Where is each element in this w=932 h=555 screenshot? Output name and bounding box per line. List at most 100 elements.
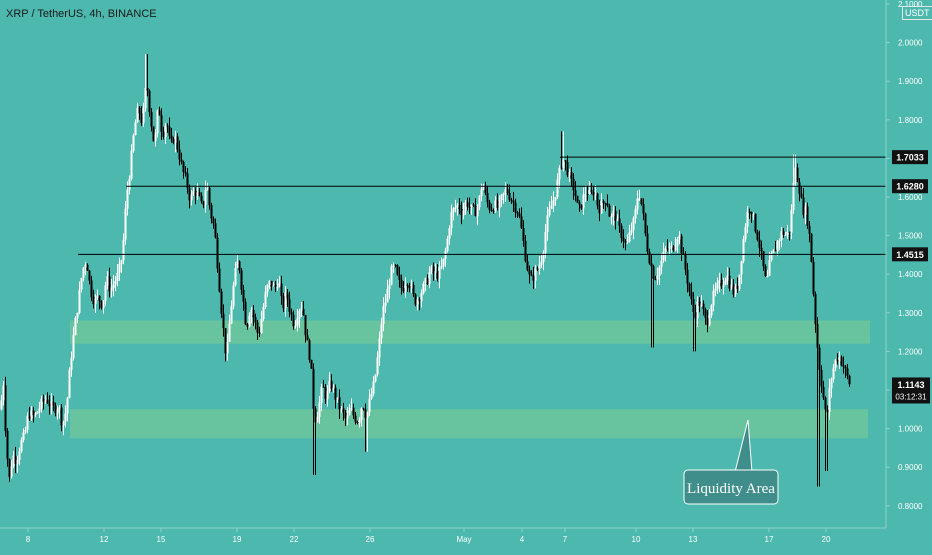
candle-body xyxy=(822,386,825,398)
candle-body xyxy=(694,312,697,319)
candle-body xyxy=(534,268,537,281)
candle-body xyxy=(814,293,817,325)
candle-body xyxy=(426,278,429,285)
x-tick-label: 26 xyxy=(366,535,375,544)
candle-body xyxy=(790,210,793,233)
candle-body xyxy=(52,401,55,406)
candle-body xyxy=(842,365,845,367)
candle-body xyxy=(840,356,843,366)
candle-body xyxy=(430,266,433,273)
candle-body xyxy=(498,200,501,208)
candle-body xyxy=(772,249,775,253)
candle-body xyxy=(18,451,21,461)
candle-body xyxy=(622,237,625,242)
candle-body xyxy=(730,284,733,289)
candle-body xyxy=(154,133,157,142)
candle-body xyxy=(274,285,277,287)
candle-body xyxy=(466,202,469,207)
candle-body xyxy=(470,204,473,207)
currency-badge[interactable]: USDT xyxy=(902,6,932,20)
candle-body xyxy=(294,325,297,327)
candle-body xyxy=(774,249,777,252)
candle-body xyxy=(404,285,407,292)
candle-body xyxy=(660,260,663,268)
candle-body xyxy=(688,283,691,292)
candle-body xyxy=(160,115,163,132)
candle-body xyxy=(614,210,617,221)
candle-body xyxy=(384,302,387,307)
candle-body xyxy=(368,398,371,413)
candle-body xyxy=(328,380,331,391)
x-tick-label: 15 xyxy=(157,535,166,544)
candle-body xyxy=(200,195,203,202)
candle-body xyxy=(572,178,575,191)
level-price-label: 1.7033 xyxy=(896,153,924,163)
candle-body xyxy=(168,126,171,136)
candle-body xyxy=(750,212,753,215)
candle-body xyxy=(758,239,761,248)
candle-body xyxy=(848,375,851,385)
candle-body xyxy=(36,411,39,414)
candle-body xyxy=(520,216,523,229)
candle-body xyxy=(170,135,173,139)
candle-body xyxy=(110,287,113,292)
candle-body xyxy=(112,284,115,288)
candle-body xyxy=(484,186,487,193)
price-axis[interactable]: 2.10002.00001.90001.80001.70001.60001.50… xyxy=(885,0,923,528)
candle-body xyxy=(684,254,687,270)
candle-body xyxy=(754,213,757,232)
candle-body xyxy=(796,167,799,183)
candle-body xyxy=(180,159,183,162)
candle-body xyxy=(106,276,109,286)
candle-body xyxy=(92,297,95,305)
candle-body xyxy=(800,193,803,198)
candle-body xyxy=(256,322,259,333)
candle-body xyxy=(836,359,839,362)
candle-body xyxy=(118,263,121,273)
x-tick-label: 12 xyxy=(100,535,109,544)
x-tick-label: 20 xyxy=(822,535,831,544)
candle-body xyxy=(308,340,311,360)
candle-body xyxy=(2,385,5,401)
candle-body xyxy=(32,410,35,416)
candle-body xyxy=(282,295,285,309)
candle-body xyxy=(358,419,361,423)
candle-body xyxy=(224,328,227,354)
candle-body xyxy=(798,182,801,194)
candle-body xyxy=(726,275,729,281)
last-price-tag xyxy=(892,377,930,404)
candle-body xyxy=(424,278,427,284)
candle-body xyxy=(162,131,165,137)
candle-body xyxy=(414,294,417,305)
candle-body xyxy=(386,289,389,303)
candle-body xyxy=(654,278,657,280)
candle-body xyxy=(580,204,583,209)
candle-body xyxy=(152,126,155,142)
y-tick-label: 1.6000 xyxy=(898,193,923,202)
candle-body xyxy=(444,251,447,259)
candle-body xyxy=(140,113,143,123)
candle-body xyxy=(150,112,153,127)
candle-body xyxy=(452,208,455,212)
candle-body xyxy=(584,193,587,195)
candle-body xyxy=(6,430,9,460)
candle-body xyxy=(634,209,637,219)
candle-body xyxy=(238,261,241,271)
candle-body xyxy=(678,235,681,240)
candle-body xyxy=(532,275,535,281)
candle-body xyxy=(304,314,307,336)
candle-body xyxy=(292,314,295,327)
countdown-label: 03:12:31 xyxy=(895,392,927,401)
candle-body xyxy=(846,368,849,376)
candle-body xyxy=(748,211,751,213)
candle-body xyxy=(280,283,283,296)
candle-body xyxy=(416,299,419,305)
candle-body xyxy=(808,225,811,234)
time-axis[interactable]: 8 12 15 19 22 26 May 4 7 10 13 17 20 xyxy=(0,527,886,544)
candle-body xyxy=(278,283,281,287)
candle-body xyxy=(776,241,779,252)
candle-body xyxy=(538,264,541,269)
candle-body xyxy=(296,318,299,326)
